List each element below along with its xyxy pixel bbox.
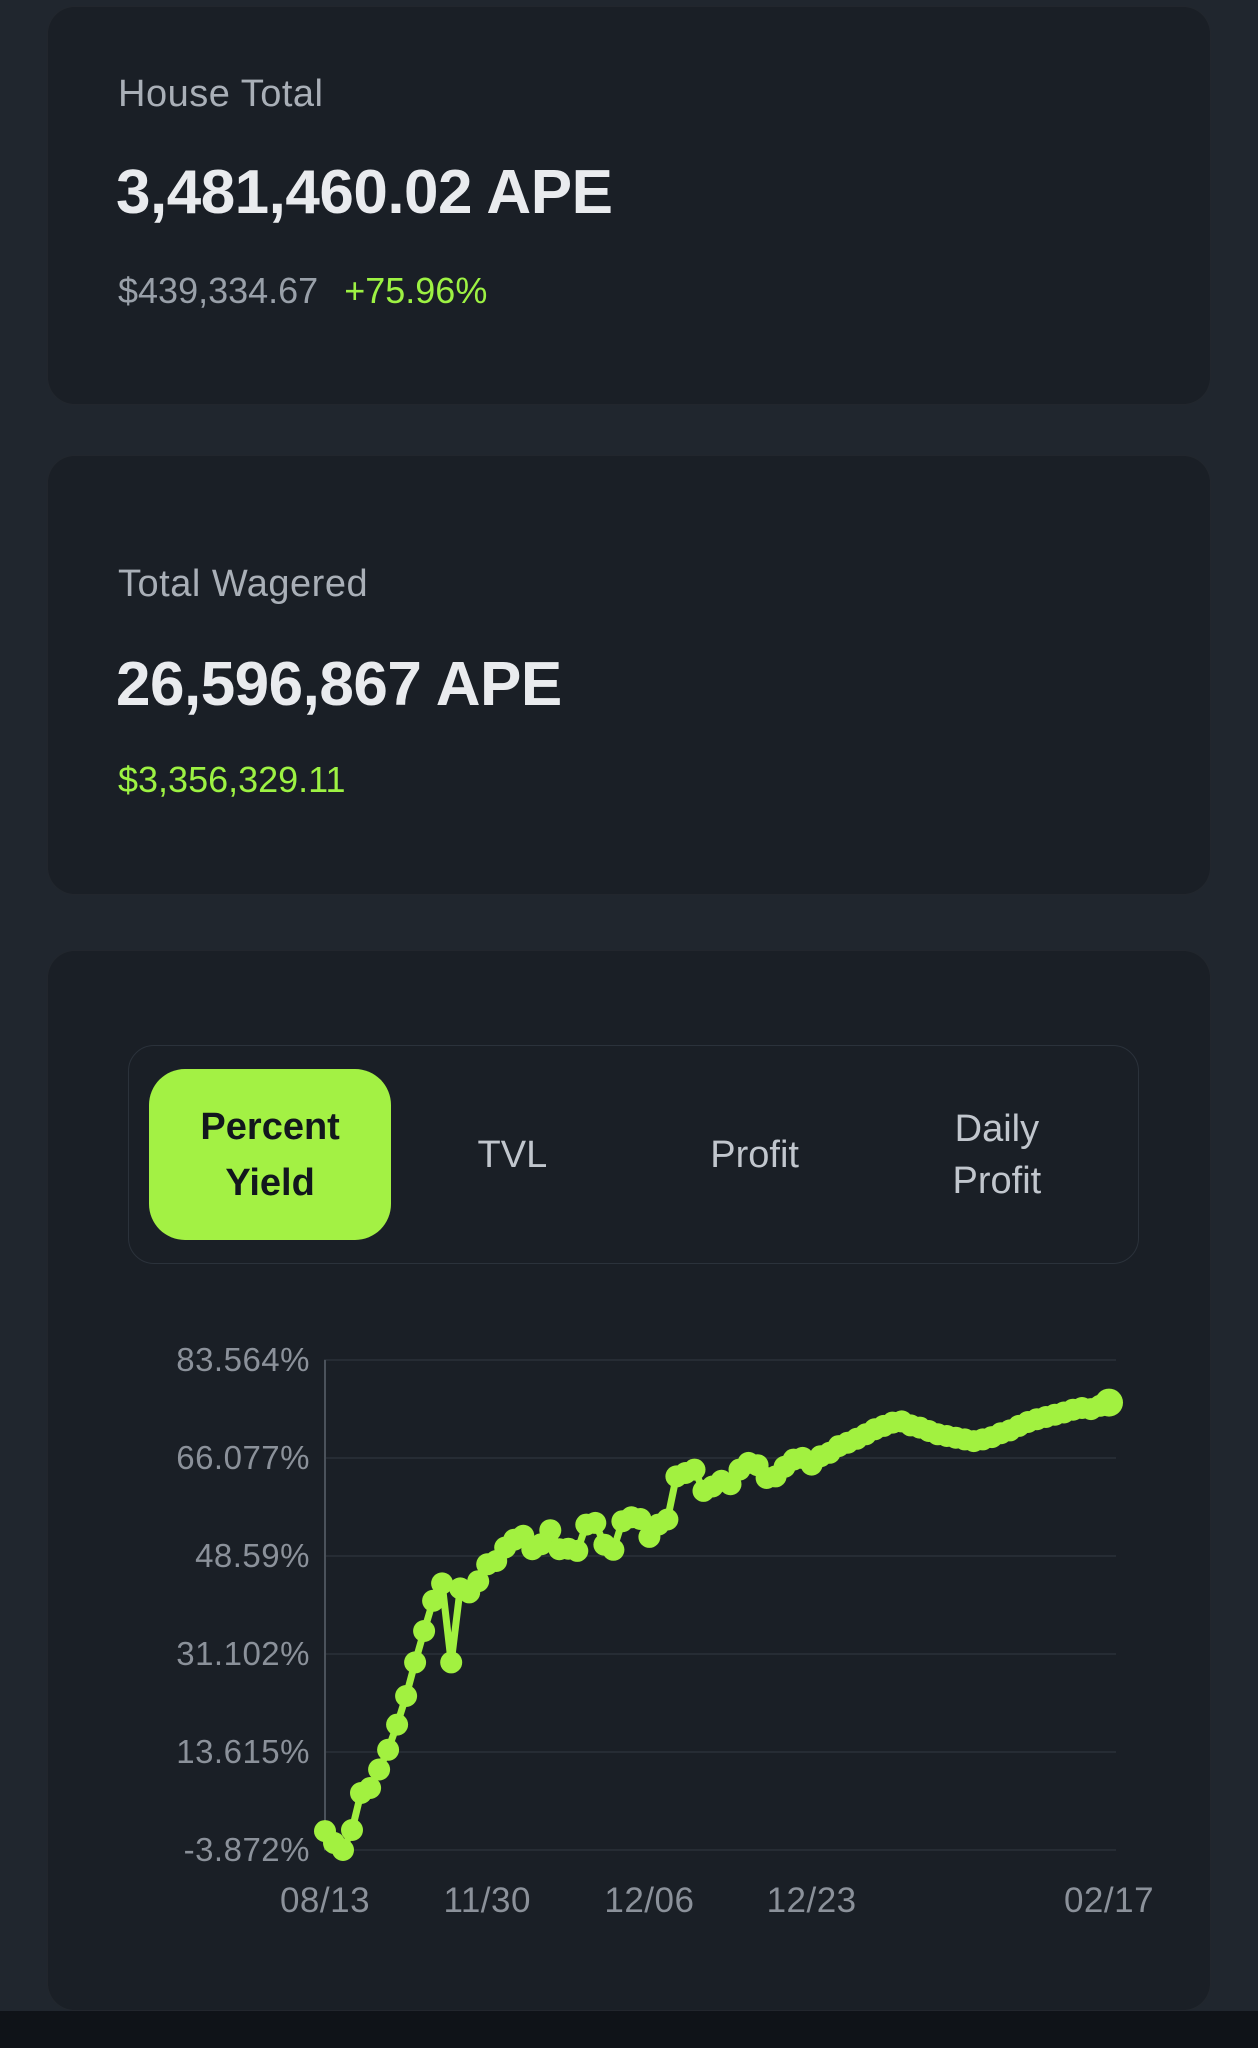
percent-yield-line [321,1399,1113,1854]
x-tick-label: 12/23 [766,1881,857,1920]
tab-percent-yield-label: Percent Yield [200,1105,340,1204]
y-tick-label: 83.564% [176,1341,310,1378]
tab-tvl[interactable]: TVL [391,1069,633,1240]
house-total-title: House Total [118,73,324,115]
tab-profit-label: Profit [710,1133,799,1176]
x-tick-label: 02/17 [1063,1881,1155,1920]
y-tick-label: 66.077% [176,1438,310,1476]
y-tick-label: 31.102% [176,1635,310,1672]
chart-point [440,1651,463,1674]
house-total-change: +75.96% [344,270,488,311]
tab-daily-profit[interactable]: Daily Profit [876,1069,1118,1240]
chart-point [422,1589,445,1612]
y-tick-label: 13.615% [176,1733,310,1770]
house-total-value: 3,481,460.02 APE [116,158,613,227]
chart-point [395,1685,418,1707]
chart-point [404,1651,427,1674]
next-section-strip [0,2011,1258,2048]
chart-point [656,1508,679,1531]
chart-point [566,1539,589,1562]
chart-point [602,1538,625,1561]
chart-point [413,1620,436,1642]
chart-point [584,1511,607,1534]
chart-tabs-bar: Percent Yield TVL Profit Daily Profit [128,1045,1139,1264]
total-wagered-usd: $3,356,329.11 [118,759,346,800]
total-wagered-title: Total Wagered [118,563,369,605]
chart-point [683,1458,706,1481]
chart-card: Percent Yield TVL Profit Daily Profit 83… [47,950,1211,2011]
total-wagered-value: 26,596,867 APE [116,650,562,719]
house-total-usd: $439,334.67 [118,270,319,311]
tab-daily-profit-label: Daily Profit [952,1107,1042,1202]
total-wagered-card: Total Wagered 26,596,867 APE $3,356,329.… [47,455,1211,895]
tab-tvl-label: TVL [477,1133,548,1176]
chart-point [368,1758,391,1781]
y-tick-label: 48.59% [195,1536,310,1574]
house-total-card: House Total 3,481,460.02 APE $439,334.67… [47,6,1211,405]
percent-yield-chart[interactable] [314,1359,1123,1861]
chart-point [431,1572,454,1595]
y-tick-label: -3.872% [183,1831,310,1868]
chart-point [1095,1388,1123,1417]
tab-profit[interactable]: Profit [634,1069,876,1240]
chart-point [359,1777,382,1799]
chart-point [377,1738,400,1761]
x-tick-label: 12/06 [604,1881,695,1920]
tab-percent-yield[interactable]: Percent Yield [149,1069,392,1240]
chart-point [386,1713,409,1736]
chart-point [467,1570,490,1593]
chart-point [629,1508,652,1530]
house-total-sub: $439,334.67 +75.96% [118,270,487,312]
x-tick-label: 08/13 [279,1881,371,1920]
chart-point [332,1839,354,1861]
x-tick-label: 11/30 [443,1881,531,1920]
chart-point [539,1519,562,1542]
chart-point [341,1819,363,1841]
